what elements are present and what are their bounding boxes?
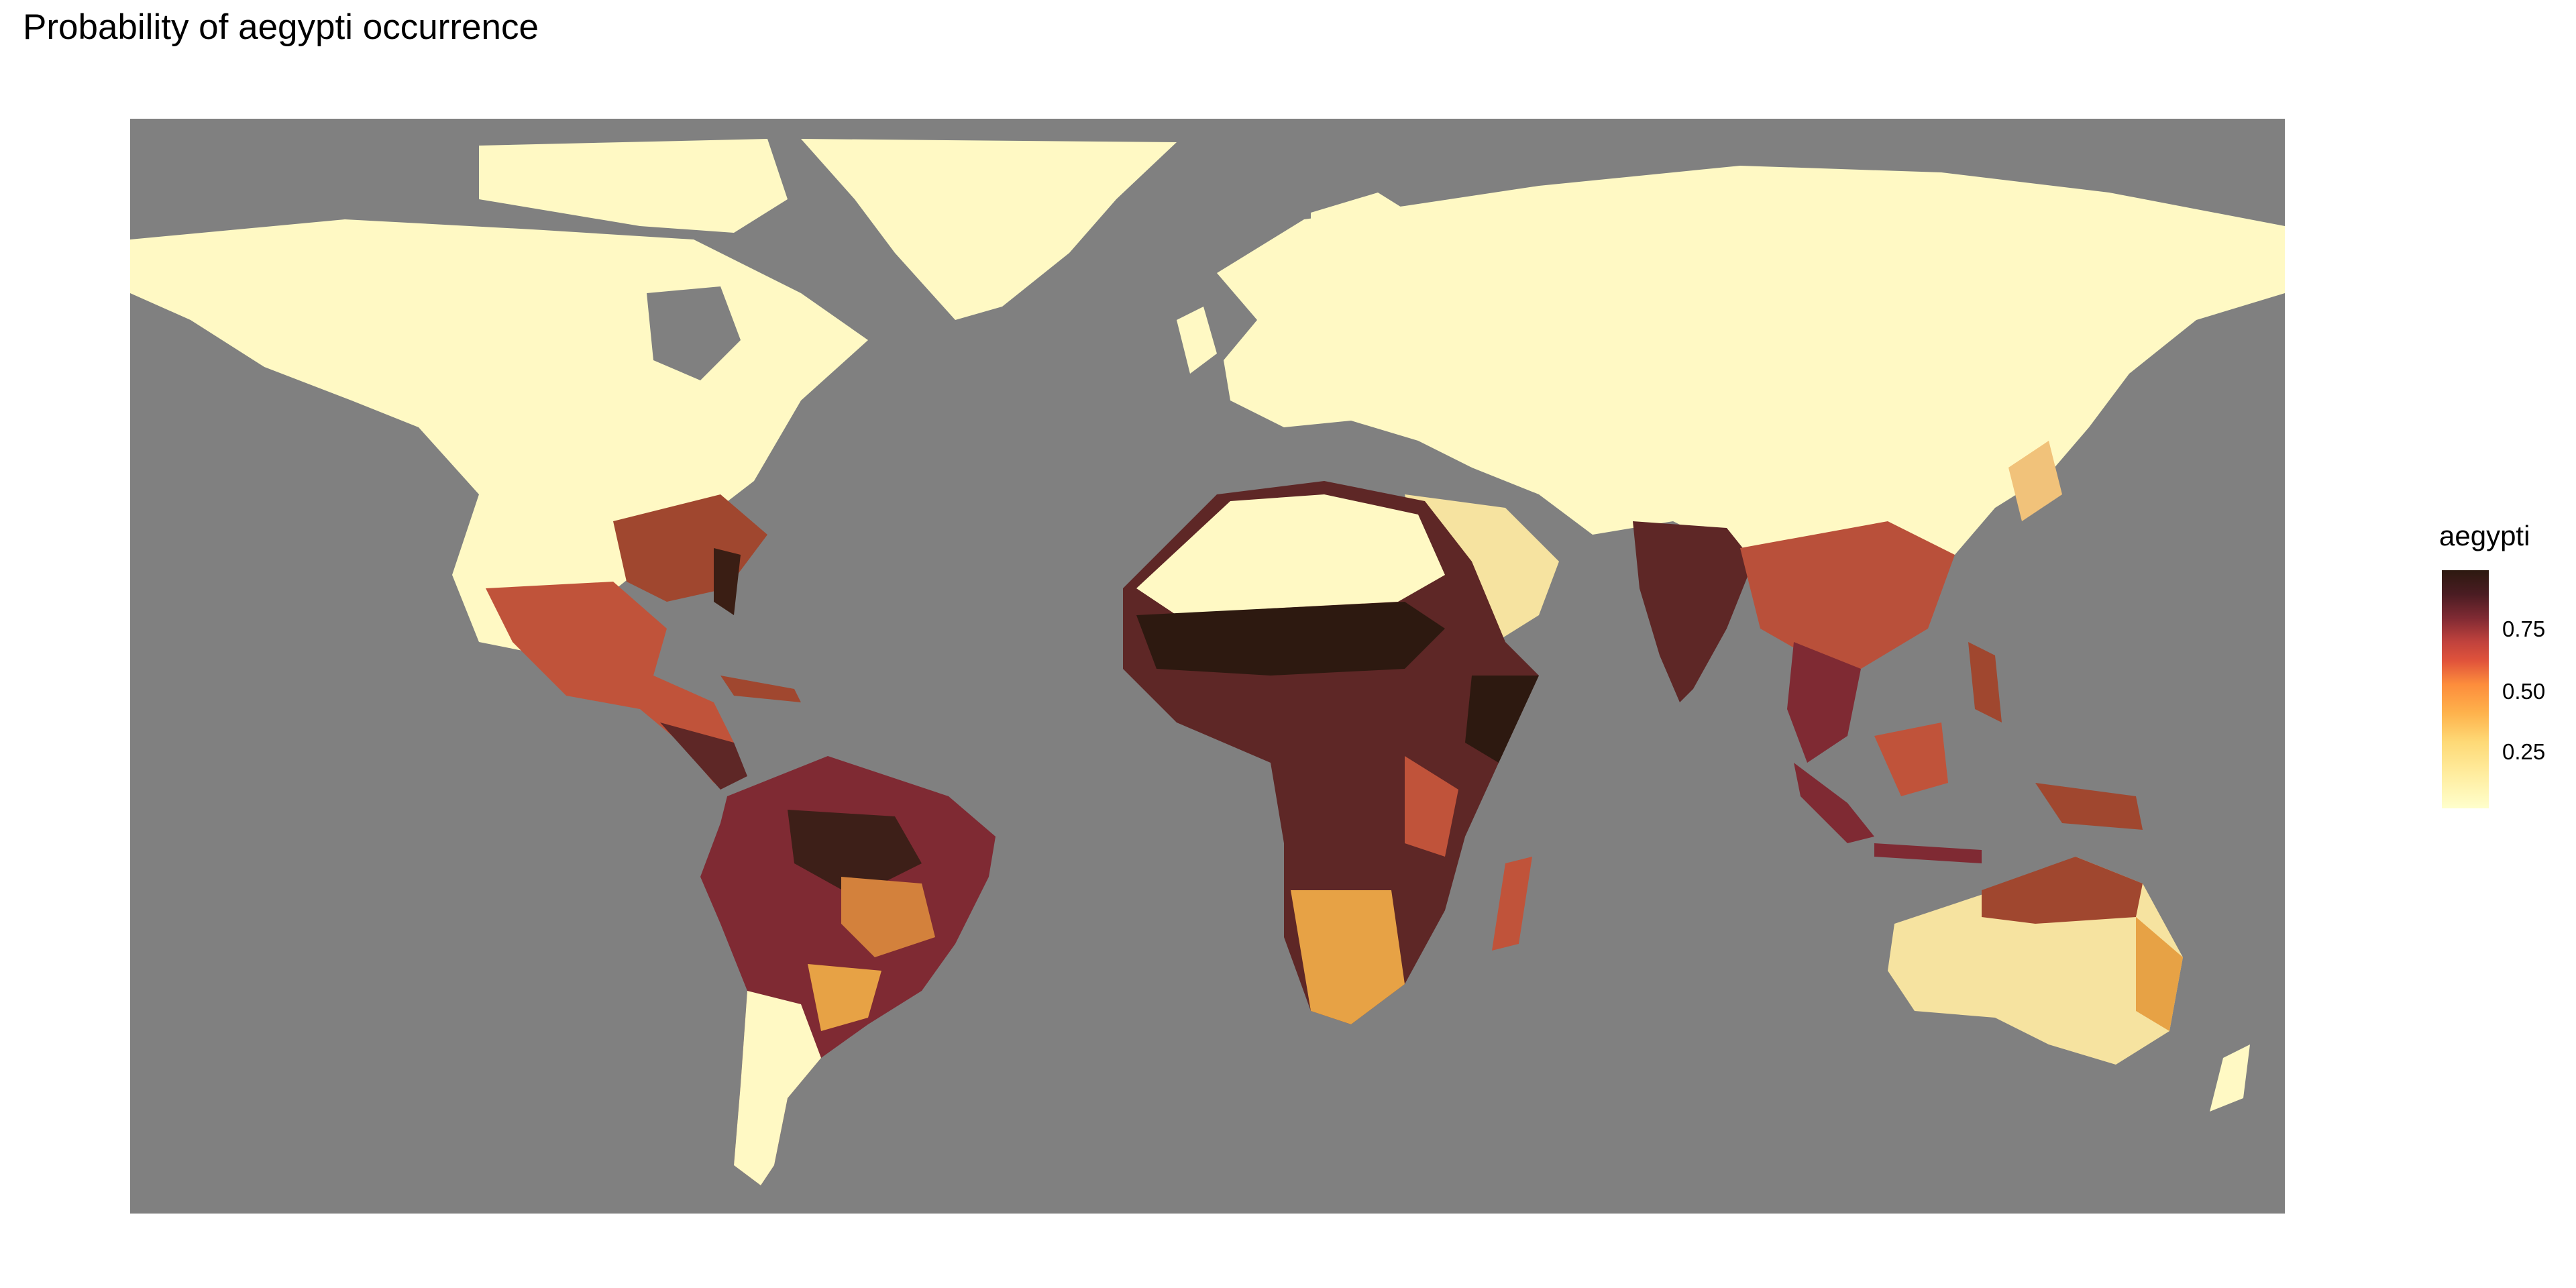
brazil-plateau-zone bbox=[841, 877, 935, 957]
east-australia-zone bbox=[2136, 917, 2183, 1031]
legend-label-050: 0.50 bbox=[2502, 679, 2546, 704]
central-america-zone bbox=[660, 722, 747, 790]
map-panel bbox=[130, 119, 2285, 1214]
greenland-shape bbox=[801, 139, 1177, 320]
legend-label-025: 0.25 bbox=[2502, 739, 2546, 764]
legend-tick-050 bbox=[2489, 691, 2497, 693]
east-africa-zone bbox=[1405, 756, 1458, 857]
sumatra-shape bbox=[1794, 763, 1874, 843]
cuba-shape bbox=[720, 676, 801, 702]
north-australia-zone bbox=[1982, 857, 2143, 924]
new-guinea-shape bbox=[2035, 783, 2143, 830]
florida-zone bbox=[714, 548, 741, 615]
legend-tick-075 bbox=[2489, 629, 2497, 631]
sahel-zone bbox=[1136, 602, 1445, 676]
southern-africa-zone bbox=[1291, 890, 1405, 1024]
legend: aegypti 0.25 0.50 0.75 bbox=[2439, 520, 2573, 822]
uk-shape bbox=[1177, 307, 1217, 374]
scandinavia-shape bbox=[1311, 193, 1432, 320]
mediterranean-sea bbox=[1244, 427, 1472, 494]
indochina-zone bbox=[1787, 642, 1861, 763]
arctic-islands-shape bbox=[479, 139, 788, 233]
andes-south-zone bbox=[734, 991, 821, 1185]
legend-tick-025 bbox=[2489, 751, 2497, 753]
borneo-shape bbox=[1874, 722, 1948, 796]
india-shape bbox=[1633, 521, 1754, 702]
philippines-shape bbox=[1968, 642, 2002, 722]
amazon-core-zone bbox=[788, 810, 922, 897]
java-shape bbox=[1874, 843, 1982, 863]
japan-shape bbox=[2008, 441, 2062, 521]
legend-colorbar bbox=[2442, 570, 2489, 808]
south-china-zone bbox=[1740, 521, 1955, 669]
hudson-bay-shape bbox=[647, 286, 741, 380]
new-zealand-shape bbox=[2210, 1044, 2250, 1112]
legend-label-075: 0.75 bbox=[2502, 616, 2546, 641]
legend-title: aegypti bbox=[2439, 520, 2530, 551]
southern-brazil-zone bbox=[808, 964, 881, 1031]
madagascar-shape bbox=[1492, 857, 1532, 951]
sahara-zone bbox=[1136, 494, 1445, 615]
world-map bbox=[130, 119, 2285, 1214]
horn-of-africa-zone bbox=[1465, 676, 1539, 763]
plot-title: Probability of aegypti occurrence bbox=[23, 7, 539, 47]
